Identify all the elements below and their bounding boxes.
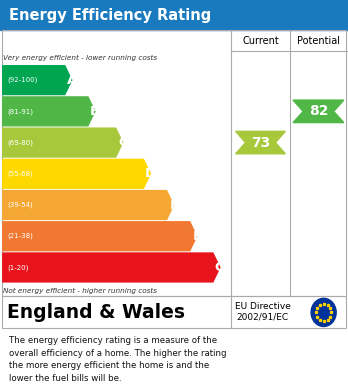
Text: Potential: Potential <box>297 36 340 46</box>
Text: E: E <box>169 199 179 212</box>
Polygon shape <box>3 66 72 95</box>
Text: Very energy efficient - lower running costs: Very energy efficient - lower running co… <box>3 55 158 61</box>
Text: C: C <box>118 136 128 149</box>
Polygon shape <box>3 128 123 157</box>
Text: G: G <box>215 261 226 274</box>
Text: 2002/91/EC: 2002/91/EC <box>237 312 289 322</box>
Text: F: F <box>192 230 201 243</box>
Text: EU Directive: EU Directive <box>235 302 291 312</box>
Text: (92-100): (92-100) <box>7 77 37 83</box>
Text: (1-20): (1-20) <box>7 264 28 271</box>
Text: B: B <box>90 105 100 118</box>
Text: (81-91): (81-91) <box>7 108 33 115</box>
Text: 73: 73 <box>251 136 270 150</box>
Text: (21-38): (21-38) <box>7 233 33 240</box>
Text: A: A <box>67 74 77 87</box>
Text: 82: 82 <box>309 104 328 118</box>
Text: D: D <box>145 167 156 180</box>
Polygon shape <box>3 190 174 219</box>
Text: (39-54): (39-54) <box>7 202 33 208</box>
Polygon shape <box>3 253 220 282</box>
Circle shape <box>311 298 336 326</box>
Polygon shape <box>236 131 285 154</box>
Text: Current: Current <box>242 36 279 46</box>
Text: Energy Efficiency Rating: Energy Efficiency Rating <box>9 8 211 23</box>
Polygon shape <box>3 97 95 126</box>
Text: (69-80): (69-80) <box>7 139 33 146</box>
Bar <box>2 30 346 296</box>
Text: Not energy efficient - higher running costs: Not energy efficient - higher running co… <box>3 287 158 294</box>
Text: (55-68): (55-68) <box>7 170 33 177</box>
Polygon shape <box>3 160 150 188</box>
Bar <box>0 0 348 30</box>
Text: England & Wales: England & Wales <box>7 303 185 322</box>
Polygon shape <box>3 222 197 251</box>
Bar <box>2 296 346 328</box>
Polygon shape <box>293 100 344 123</box>
Text: The energy efficiency rating is a measure of the
overall efficiency of a home. T: The energy efficiency rating is a measur… <box>9 337 226 383</box>
